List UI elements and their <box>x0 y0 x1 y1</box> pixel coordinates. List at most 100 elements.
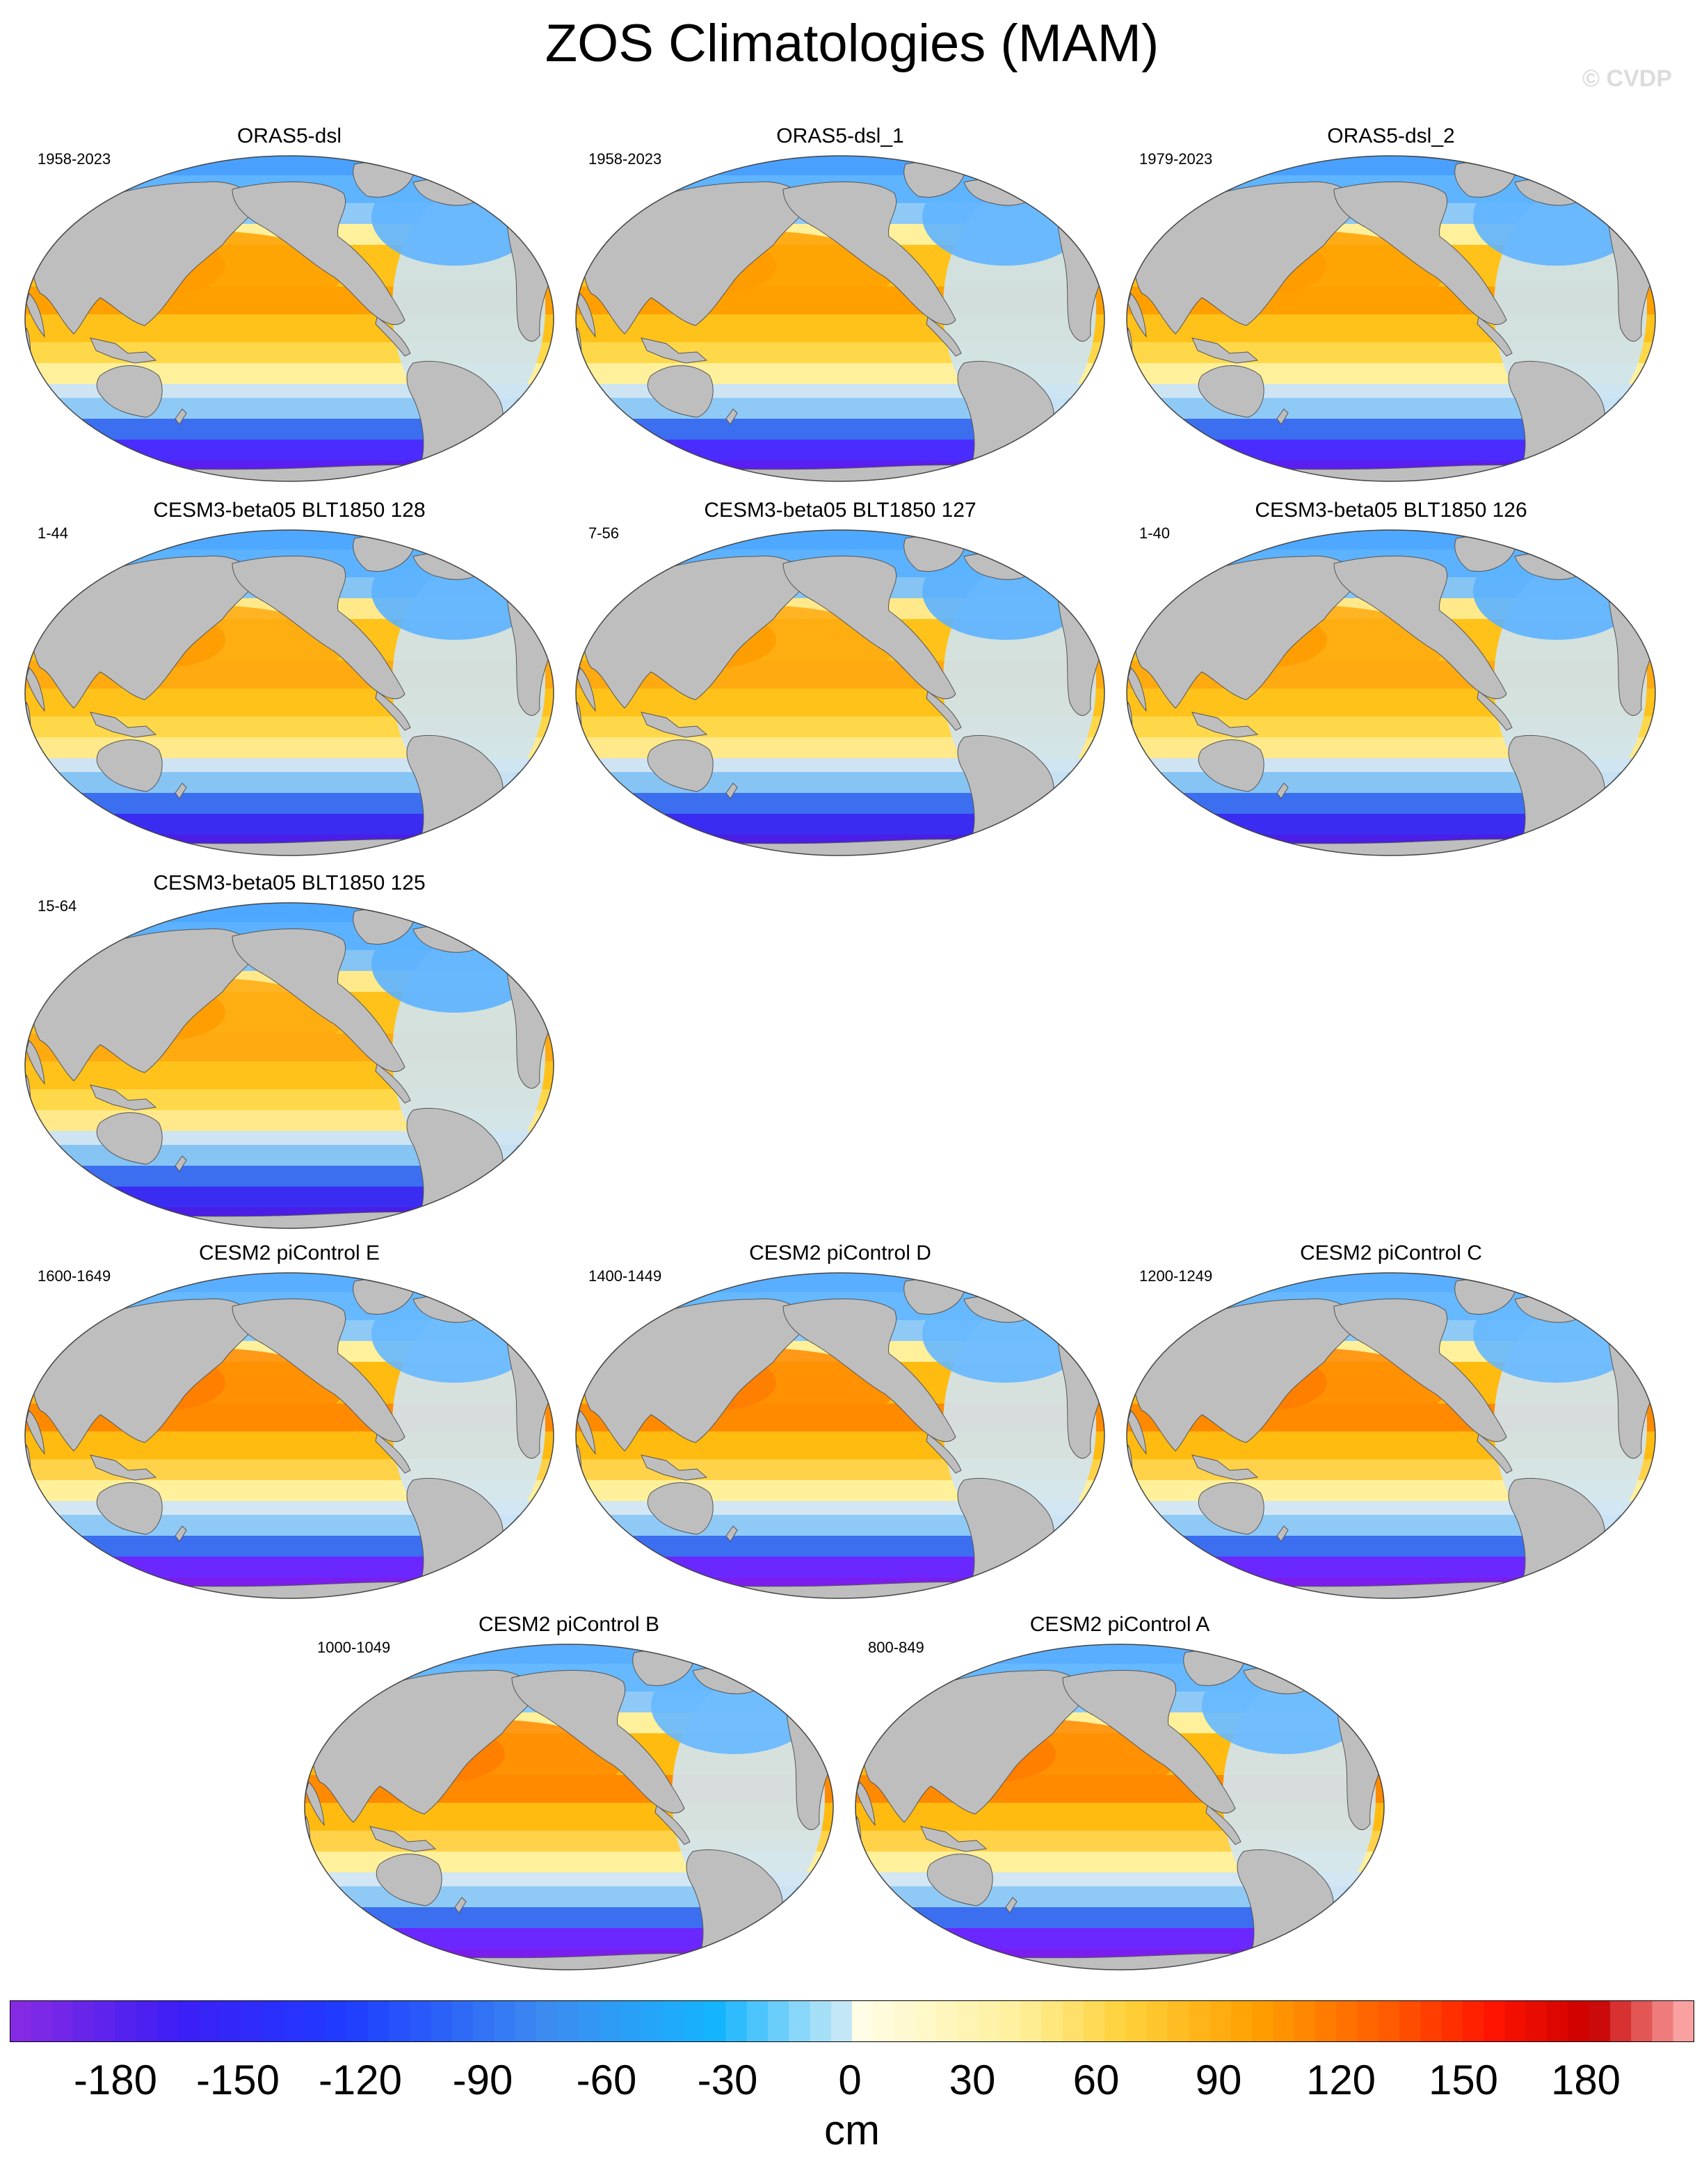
panel-years: 1958-2023 <box>588 150 662 168</box>
panel-title: CESM3-beta05 BLT1850 125 <box>153 872 426 894</box>
world-map <box>24 1272 554 1599</box>
land-australia <box>1198 365 1264 418</box>
field-band <box>25 1273 554 1293</box>
colorbar-swatch <box>199 2000 221 2042</box>
colorbar-swatch <box>810 2000 832 2042</box>
colorbar-swatch <box>1315 2000 1337 2042</box>
land-australia <box>96 1112 163 1165</box>
colorbar-swatch <box>705 2000 726 2042</box>
land-nz <box>1005 1897 1018 1913</box>
land-centralam <box>1205 1805 1241 1845</box>
land-nz <box>1276 1525 1289 1542</box>
land-eurasia <box>311 1669 538 1823</box>
colorbar-swatch <box>620 2000 642 2042</box>
colorbar-swatch <box>388 2000 410 2042</box>
map-panel-cesm3-128: CESM3-beta05 BLT1850 128 1-44 <box>18 498 561 860</box>
land-centralam <box>926 316 962 357</box>
colorbar-tick-label: -180 <box>73 2057 158 2103</box>
panel-years: 800-849 <box>868 1639 924 1656</box>
colorbar-swatch <box>873 2000 895 2042</box>
colorbar-swatch <box>473 2000 495 2042</box>
land-australia <box>96 365 163 418</box>
panel-years: 1-44 <box>38 524 69 542</box>
land-eurasia <box>862 1669 1088 1823</box>
land-centralam <box>375 1434 411 1474</box>
land-nz <box>175 1525 187 1542</box>
world-map <box>1126 1272 1656 1599</box>
field-band <box>1127 530 1655 550</box>
land-namerica <box>232 555 405 700</box>
land-eurasiaW <box>1127 293 1147 338</box>
land-indon <box>1191 712 1259 738</box>
world-map <box>24 155 554 482</box>
field-band <box>25 814 554 835</box>
colorbar-swatch <box>31 2000 53 2042</box>
land-eurasiaW <box>305 1781 325 1826</box>
land-eurasiaW <box>26 293 45 338</box>
map-border <box>1126 1272 1656 1599</box>
colorbar-swatch <box>241 2000 263 2042</box>
field-band <box>576 1557 1104 1578</box>
land-australia <box>376 1854 442 1906</box>
map-border <box>24 902 554 1229</box>
land-eurasiaW <box>26 667 45 712</box>
land-indon <box>90 712 157 738</box>
land-indon <box>641 712 708 738</box>
colorbar-swatch <box>1146 2000 1168 2042</box>
colorbar-tick-label: -30 <box>697 2057 758 2103</box>
land-eurasia <box>582 555 809 709</box>
colorbar-swatch <box>1609 2000 1632 2042</box>
panel-title: CESM3-beta05 BLT1850 127 <box>704 499 976 522</box>
map-panel-oras5-dsl-2: ORAS5-dsl_2 1979-2023 <box>1120 124 1662 485</box>
colorbar-tick-label: -150 <box>195 2057 280 2103</box>
land-namerica <box>782 555 956 700</box>
colorbar-swatch <box>578 2000 600 2042</box>
colorbar-swatch <box>830 2000 853 2042</box>
land-namerica <box>511 1669 685 1814</box>
land-indon <box>1191 337 1259 364</box>
map-panel-oras5-dsl-1: ORAS5-dsl_1 1958-2023 <box>569 124 1111 485</box>
land-namerica <box>232 181 405 326</box>
land-eurasiaW <box>577 1410 596 1455</box>
field-band <box>576 156 1104 176</box>
panel-title: CESM2 piControl A <box>1029 1613 1210 1636</box>
map-panel-cesm3-126: CESM3-beta05 BLT1850 126 1-40 <box>1120 498 1662 860</box>
world-map <box>24 902 554 1229</box>
colorbar-swatch <box>662 2000 684 2042</box>
colorbar-swatch <box>1020 2000 1042 2042</box>
field-band <box>1127 1557 1655 1578</box>
land-indon <box>90 337 157 364</box>
world-map <box>575 529 1105 856</box>
panel-years: 15-64 <box>38 897 77 915</box>
colorbar-tick-label: 180 <box>1550 2057 1621 2103</box>
map-border <box>575 155 1105 482</box>
land-eurasiaW <box>1127 667 1147 712</box>
field-band <box>576 440 1104 461</box>
map-border <box>1126 529 1656 856</box>
world-map <box>24 529 554 856</box>
colorbar-swatch <box>557 2000 579 2042</box>
land-eurasia <box>1133 1298 1360 1452</box>
land-indon <box>90 1454 157 1481</box>
colorbar-swatch <box>683 2000 705 2042</box>
colorbar-swatch <box>156 2000 179 2042</box>
land-centralam <box>375 316 411 357</box>
map-field <box>855 1644 1384 1970</box>
colorbar-swatch <box>1230 2000 1253 2042</box>
map-panel-cesm2-b: CESM2 piControl B 1000-1049 <box>298 1612 840 1974</box>
map-panel-cesm3-125: CESM3-beta05 BLT1850 125 15-64 <box>18 871 561 1232</box>
figure-title: ZOS Climatologies (MAM) <box>545 14 1159 73</box>
colorbar-swatch <box>1673 2000 1694 2042</box>
colorbar-swatch <box>1041 2000 1063 2042</box>
land-indon <box>90 1084 157 1111</box>
field-band <box>25 1557 554 1578</box>
colorbar-unit: cm <box>824 2107 880 2153</box>
land-eurasia <box>31 1298 258 1452</box>
map-border <box>304 1644 834 1970</box>
land-eurasiaW <box>26 1410 45 1455</box>
colorbar-swatch <box>957 2000 979 2042</box>
world-map <box>1126 529 1656 856</box>
colorbar-swatch <box>936 2000 958 2042</box>
land-centralam <box>926 1434 962 1474</box>
land-centralam <box>654 1805 691 1845</box>
